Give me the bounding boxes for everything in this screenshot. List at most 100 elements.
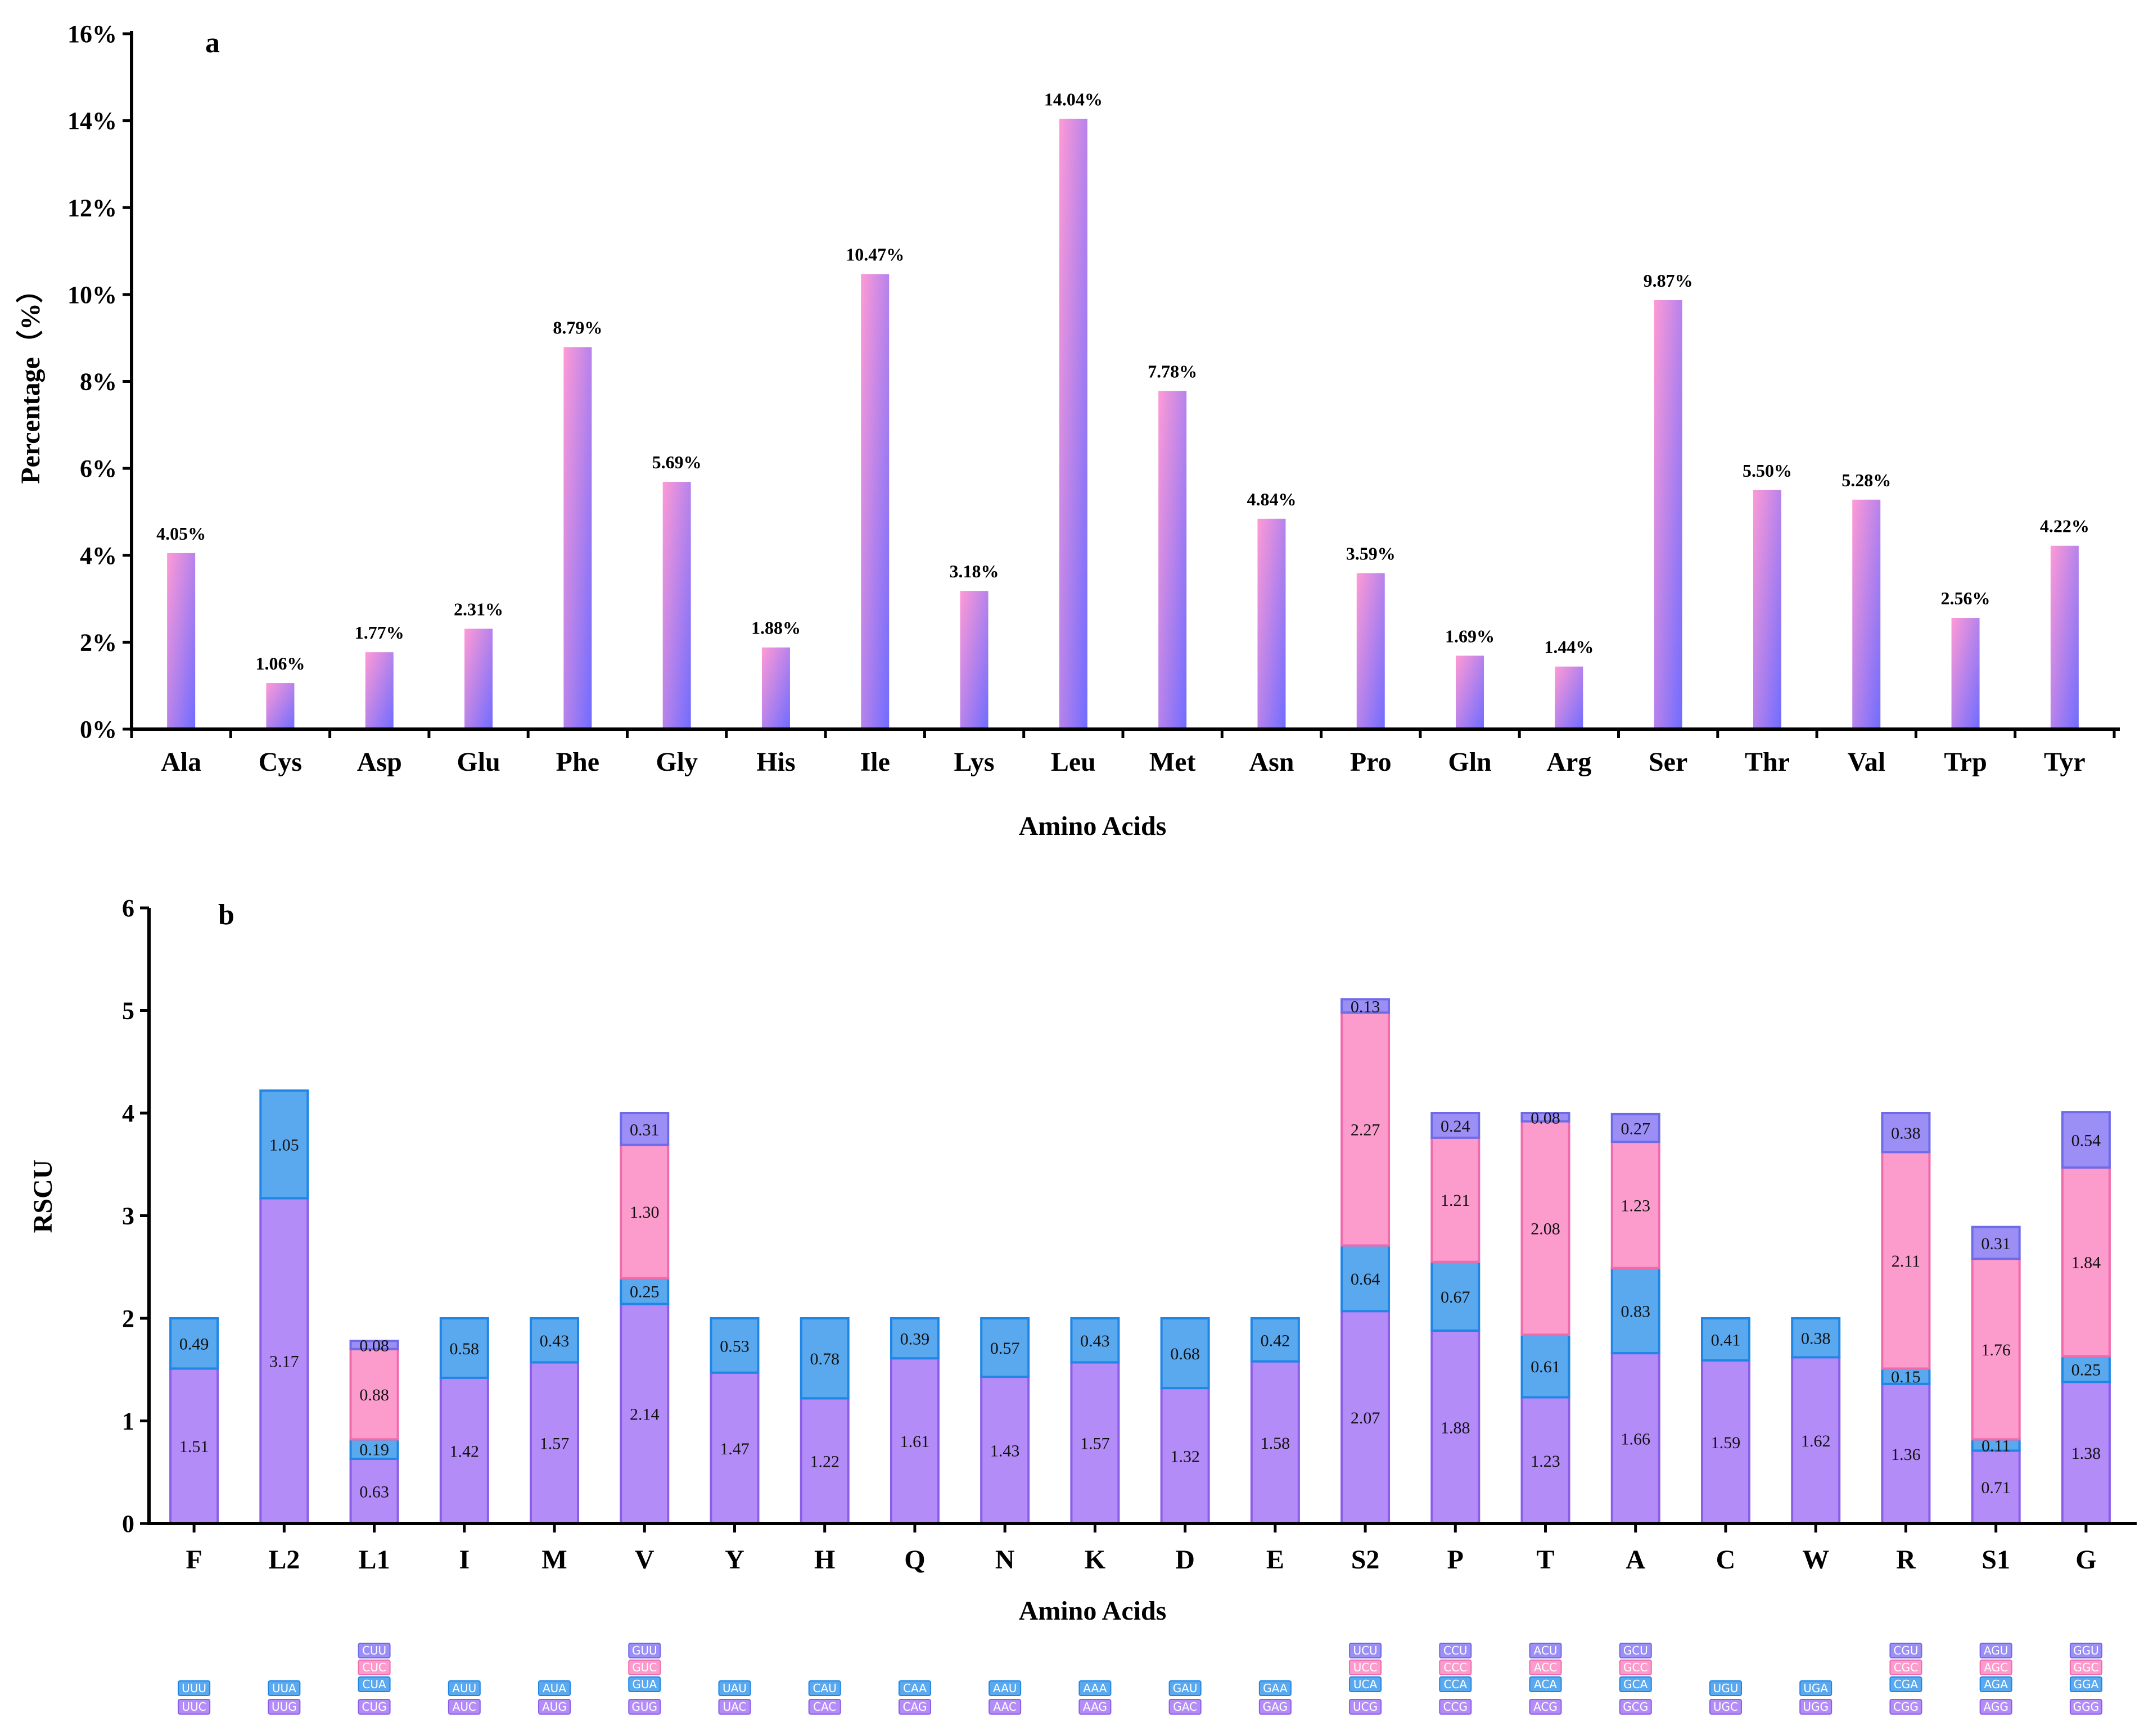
codon-box-agu: AGU (1979, 1643, 2012, 1658)
rscu-segment-gcc (1610, 1141, 1660, 1269)
rscu-value-label: 1.47 (720, 1440, 750, 1458)
x-tick-label-b: Q (904, 1545, 925, 1575)
x-tick-label-b: N (995, 1545, 1015, 1575)
codon-box-uau: UAU (718, 1680, 751, 1696)
x-tick-label-a: Val (1847, 747, 1885, 777)
x-tick-label-a: Trp (1944, 747, 1987, 777)
svg-text:GCG: GCG (1623, 1700, 1648, 1714)
svg-text:AGU: AGU (1984, 1644, 2008, 1657)
y-tick-label-a: 14% (67, 107, 117, 135)
codon-box-ccu: CCU (1439, 1643, 1472, 1658)
svg-text:AGG: AGG (1983, 1700, 2008, 1714)
svg-text:GGG: GGG (2073, 1700, 2100, 1714)
bar-his (761, 647, 790, 729)
bar-value-label: 4.05% (156, 523, 206, 544)
x-tick-label-b: Y (725, 1545, 744, 1575)
rscu-segment-ugu (1700, 1317, 1750, 1362)
rscu-segment-gag (1250, 1360, 1300, 1525)
svg-text:CGU: CGU (1893, 1644, 1918, 1657)
rscu-value-label: 1.23 (1621, 1196, 1651, 1215)
x-tick-label-a: Thr (1745, 747, 1790, 777)
codon-box-cga: CGA (1889, 1676, 1922, 1692)
svg-text:GAC: GAC (1173, 1700, 1197, 1714)
x-tick-label-b: I (459, 1545, 470, 1575)
bar-value-label: 4.22% (2040, 516, 2089, 536)
x-tick-label-a: Leu (1051, 747, 1096, 777)
codon-box-auc: AUC (448, 1699, 481, 1715)
rscu-value-label: 1.57 (1080, 1435, 1110, 1453)
codon-box-guc: GUC (628, 1660, 661, 1675)
rscu-segment-cau (800, 1317, 850, 1400)
rscu-value-label: 0.42 (1261, 1331, 1290, 1350)
x-tick-label-b: R (1896, 1545, 1916, 1575)
codon-box-ucg: UCG (1349, 1699, 1382, 1715)
bar-value-label: 5.69% (652, 452, 702, 472)
rscu-value-label: 2.27 (1351, 1120, 1380, 1139)
rscu-segment-gau (1160, 1317, 1210, 1390)
bar-value-label: 2.56% (1941, 588, 1990, 608)
svg-text:CAG: CAG (903, 1700, 927, 1714)
rscu-value-label: 2.07 (1351, 1409, 1380, 1427)
codon-box-aau: AAU (989, 1680, 1022, 1696)
x-tick-label-b: P (1447, 1545, 1464, 1575)
codon-box-uug: UUG (268, 1699, 301, 1715)
bar-value-label: 5.50% (1743, 460, 1792, 481)
y-axis-title-b: RSCU (28, 1160, 58, 1233)
svg-text:UCU: UCU (1353, 1644, 1377, 1657)
rscu-value-label: 0.24 (1441, 1117, 1470, 1136)
svg-text:AAG: AAG (1083, 1700, 1107, 1714)
x-tick-label-b: G (2075, 1545, 2096, 1575)
svg-text:GCA: GCA (1623, 1678, 1648, 1691)
rscu-value-label: 2.08 (1531, 1219, 1560, 1238)
rscu-segment-gca (1610, 1267, 1660, 1355)
x-tick-label-a: Ile (860, 747, 890, 777)
codon-box-uuc: UUC (178, 1699, 211, 1715)
rscu-segment-caa (890, 1317, 940, 1360)
codon-box-acg: ACG (1529, 1699, 1562, 1715)
rscu-value-label: 1.62 (1801, 1432, 1831, 1450)
svg-text:ACU: ACU (1534, 1644, 1558, 1657)
codon-box-uca: UCA (1349, 1676, 1382, 1692)
svg-text:AAU: AAU (993, 1681, 1017, 1695)
rscu-segment-cuc (349, 1348, 399, 1441)
svg-text:CGA: CGA (1894, 1678, 1918, 1691)
x-tick-label-a: His (756, 747, 795, 777)
svg-text:UUA: UUA (272, 1681, 296, 1695)
rscu-segment-cuu (349, 1340, 399, 1350)
codon-box-acu: ACU (1529, 1643, 1562, 1658)
svg-text:UCG: UCG (1353, 1700, 1378, 1714)
x-tick-label-a: Gln (1448, 747, 1491, 777)
codon-box-agg: AGG (1979, 1699, 2012, 1715)
x-tick-label-a: Cys (259, 747, 302, 777)
svg-text:CAC: CAC (813, 1700, 836, 1714)
svg-text:GGA: GGA (2074, 1678, 2099, 1691)
rscu-value-label: 0.43 (1080, 1332, 1110, 1350)
bar-lys (960, 591, 989, 729)
y-tick-label-a: 8% (80, 368, 117, 396)
svg-text:UCA: UCA (1353, 1678, 1378, 1691)
codon-box-aag: AAG (1078, 1699, 1112, 1715)
x-tick-label-b: D (1175, 1545, 1195, 1575)
svg-text:UUG: UUG (272, 1700, 297, 1714)
rscu-segment-ugg (1791, 1356, 1841, 1525)
svg-text:GUU: GUU (632, 1644, 657, 1657)
codon-box-gag: GAG (1258, 1699, 1292, 1715)
x-tick-label-a: Gly (656, 747, 698, 777)
svg-text:CAA: CAA (903, 1681, 927, 1695)
rscu-value-label: 0.25 (2071, 1360, 2101, 1379)
svg-text:GUG: GUG (631, 1700, 657, 1714)
codon-box-aac: AAC (989, 1699, 1022, 1715)
codon-box-ggc: GGC (2069, 1660, 2102, 1675)
rscu-value-label: 0.53 (720, 1337, 750, 1355)
bar-ile (861, 274, 890, 730)
bar-value-label: 1.06% (255, 653, 305, 673)
y-tick-label-a: 10% (67, 281, 117, 309)
rscu-segment-uau (710, 1317, 760, 1374)
rscu-value-label: 0.25 (630, 1283, 660, 1301)
bar-met (1158, 391, 1187, 729)
bar-value-label: 10.47% (846, 245, 904, 265)
svg-text:AUU: AUU (452, 1681, 476, 1695)
bar-val (1852, 499, 1881, 729)
bar-value-label: 8.79% (553, 317, 602, 337)
